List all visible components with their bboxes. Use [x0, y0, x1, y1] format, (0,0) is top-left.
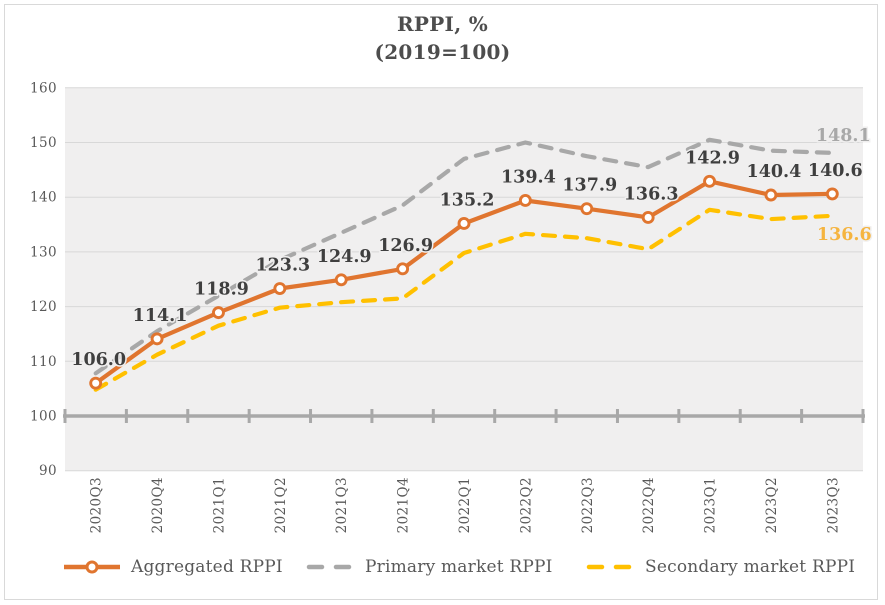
legend-label-aggregated: Aggregated RPPI [131, 557, 283, 577]
x-tick-label: 2021Q1 [211, 477, 227, 533]
chart-title: RPPI, % [396, 12, 489, 36]
x-tick-label: 2020Q3 [89, 477, 105, 533]
marker-point [396, 262, 410, 276]
y-tick-label: 120 [30, 299, 57, 315]
data-label: 124.9 [317, 247, 372, 267]
end-label-secondary: 136.6 [817, 225, 872, 245]
marker-point [457, 217, 471, 230]
data-label: 114.1 [133, 306, 188, 326]
y-tick-label: 90 [39, 463, 57, 479]
x-tick-label: 2021Q4 [396, 477, 412, 533]
data-label: 139.4 [501, 167, 556, 187]
x-tick-label: 2021Q3 [334, 477, 350, 533]
legend-item-aggregated: Aggregated RPPI [62, 553, 283, 581]
marker-point [703, 174, 716, 188]
x-tick-label: 2023Q2 [764, 477, 780, 533]
data-label: 126.9 [378, 236, 433, 256]
marker-point [273, 282, 287, 295]
x-tick-label: 2023Q3 [825, 477, 841, 533]
legend-sample-aggregated-icon [64, 560, 120, 574]
series-line-primary-market-rppi [93, 137, 835, 376]
marker-point [764, 188, 778, 202]
marker-point [641, 210, 655, 224]
y-tick-label: 140 [30, 190, 57, 206]
data-label: 135.2 [440, 190, 495, 210]
legend-item-primary: Primary market RPPI [306, 553, 553, 581]
x-tick-label: 2020Q4 [150, 477, 166, 533]
legend-marker [85, 560, 99, 574]
data-label: 118.9 [194, 280, 249, 300]
legend-sample-primary-icon [306, 564, 356, 570]
data-label: 140.6 [808, 161, 863, 181]
data-label: 123.3 [255, 256, 310, 276]
x-tick-label: 2022Q3 [580, 477, 596, 533]
data-label: 142.9 [685, 148, 740, 168]
y-tick-label: 160 [30, 80, 57, 96]
data-label: 136.3 [624, 184, 679, 204]
x-tick-label: 2022Q1 [457, 477, 473, 533]
y-tick-label: 150 [30, 135, 57, 151]
rppi-line-chart: 160 150 140 130 120 110 100 90 106.0 114.1 118.9 12… [30, 80, 873, 533]
y-tick-label: 130 [30, 244, 57, 260]
chart-legend: Aggregated RPPI Primary market RPPI Seco… [0, 553, 885, 581]
x-tick-label: 2021Q2 [273, 477, 289, 533]
x-tick-label: 2023Q1 [703, 477, 719, 533]
legend-item-secondary: Secondary market RPPI [586, 553, 855, 581]
chart-subtitle: (2019=100) [374, 40, 511, 64]
marker-point [334, 273, 348, 287]
legend-label-primary: Primary market RPPI [365, 557, 553, 577]
marker-point [89, 376, 103, 390]
series-line-secondary-market-rppi [93, 207, 835, 392]
marker-point [580, 202, 594, 216]
data-label: 106.0 [71, 350, 126, 370]
x-tick-label: 2022Q2 [518, 477, 534, 533]
x-tick-label: 2022Q4 [641, 477, 657, 533]
marker-point [518, 194, 532, 207]
legend-sample-secondary-icon [586, 564, 636, 570]
chart-title-block: RPPI, % (2019=100) [0, 10, 885, 66]
y-tick-label: 110 [30, 354, 57, 370]
marker-point [212, 306, 225, 320]
legend-label-secondary: Secondary market RPPI [645, 557, 856, 577]
y-tick-label: 100 [30, 409, 57, 425]
marker-point [150, 332, 164, 346]
marker-point [825, 187, 839, 201]
plot-area [65, 87, 863, 471]
data-label: 137.9 [562, 176, 617, 196]
data-label: 140.4 [747, 162, 802, 182]
end-label-primary: 148.1 [816, 126, 871, 146]
